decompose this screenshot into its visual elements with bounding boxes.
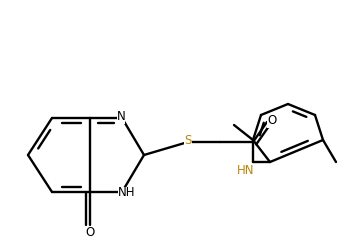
Text: HN: HN — [237, 165, 255, 177]
Text: O: O — [85, 226, 95, 238]
Text: NH: NH — [118, 186, 136, 200]
Text: S: S — [184, 135, 192, 147]
Text: O: O — [267, 114, 277, 128]
Text: N: N — [117, 110, 125, 123]
